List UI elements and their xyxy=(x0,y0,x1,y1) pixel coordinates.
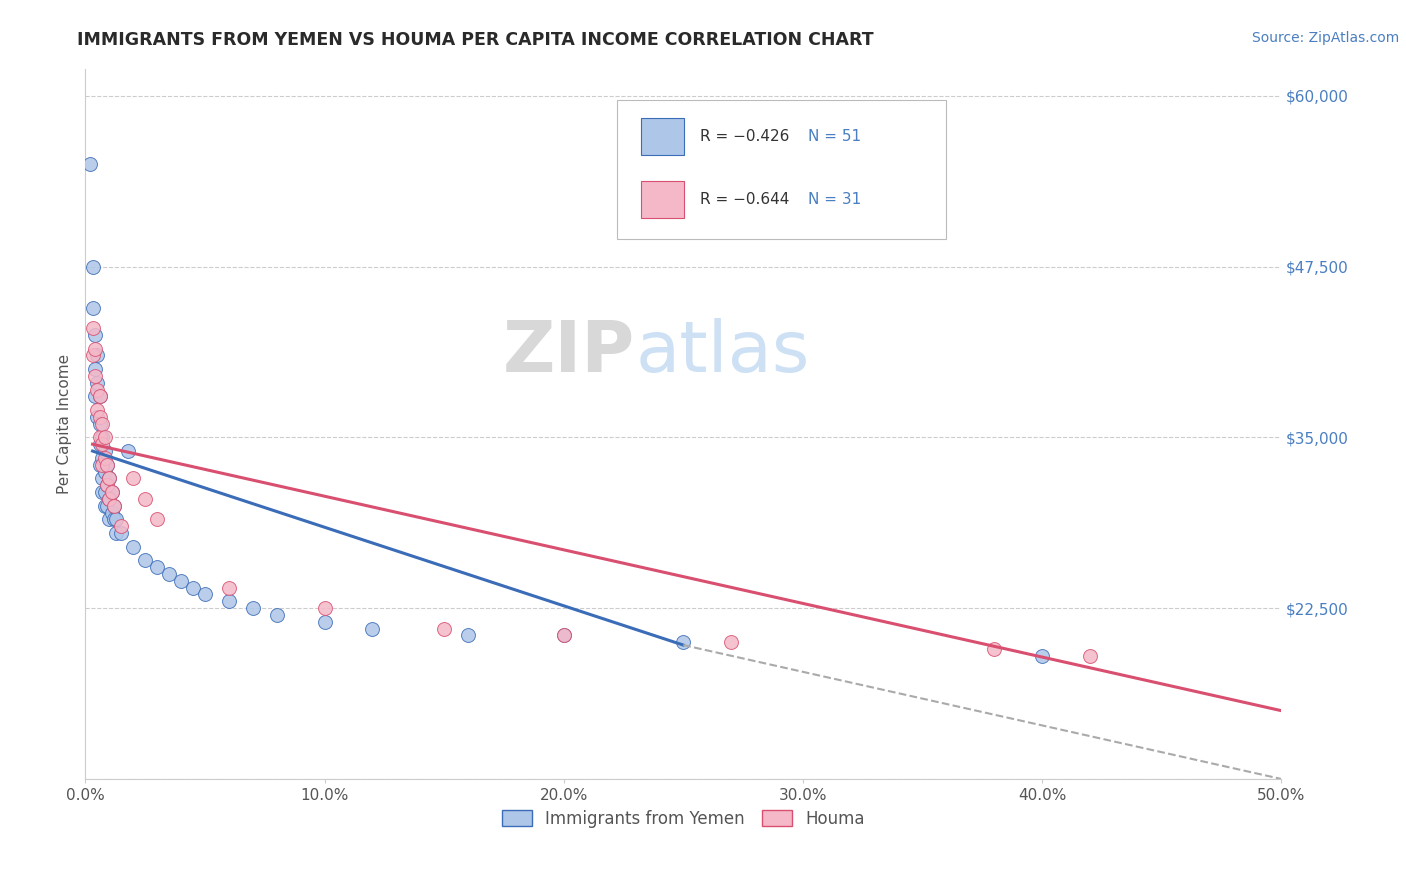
Point xyxy=(89,430,111,444)
Point xyxy=(86,376,108,390)
Point xyxy=(98,491,121,506)
FancyBboxPatch shape xyxy=(641,181,685,218)
Point xyxy=(105,512,128,526)
Point xyxy=(93,450,115,465)
FancyBboxPatch shape xyxy=(617,101,946,239)
Point xyxy=(84,362,107,376)
Point xyxy=(91,417,114,431)
Point xyxy=(98,512,121,526)
Point xyxy=(103,499,125,513)
Point xyxy=(98,471,121,485)
Point xyxy=(93,430,115,444)
Point xyxy=(86,409,108,424)
Point xyxy=(110,526,132,541)
Point xyxy=(86,403,108,417)
Point xyxy=(86,348,108,362)
Point xyxy=(89,417,111,431)
Point xyxy=(96,458,118,472)
Point xyxy=(218,594,240,608)
Text: R = −0.644: R = −0.644 xyxy=(700,192,789,207)
FancyBboxPatch shape xyxy=(641,119,685,155)
Point xyxy=(983,642,1005,657)
Point xyxy=(122,540,145,554)
Point xyxy=(96,499,118,513)
Point xyxy=(1031,648,1053,663)
Point xyxy=(91,450,114,465)
Point xyxy=(98,491,121,506)
Point xyxy=(103,512,125,526)
Point xyxy=(146,512,169,526)
Text: atlas: atlas xyxy=(636,318,810,387)
Point xyxy=(93,499,115,513)
Point xyxy=(96,478,118,492)
Point xyxy=(91,430,114,444)
Point xyxy=(89,458,111,472)
Point xyxy=(117,444,139,458)
Point xyxy=(314,615,336,629)
Point xyxy=(84,342,107,356)
Point xyxy=(100,485,122,500)
Point xyxy=(89,437,111,451)
Point xyxy=(553,628,575,642)
Point xyxy=(82,260,104,274)
Point xyxy=(93,465,115,479)
Point xyxy=(91,471,114,485)
Text: R = −0.426: R = −0.426 xyxy=(700,129,789,145)
Point xyxy=(89,389,111,403)
Point xyxy=(266,607,288,622)
Point xyxy=(218,581,240,595)
Legend: Immigrants from Yemen, Houma: Immigrants from Yemen, Houma xyxy=(495,803,872,835)
Point xyxy=(720,635,742,649)
Point xyxy=(122,471,145,485)
Text: ZIP: ZIP xyxy=(503,318,636,387)
Point xyxy=(86,383,108,397)
Point xyxy=(96,458,118,472)
Point xyxy=(91,458,114,472)
Point xyxy=(134,553,156,567)
Point xyxy=(93,444,115,458)
Point xyxy=(553,628,575,642)
Point xyxy=(93,485,115,500)
Point xyxy=(91,437,114,451)
Point xyxy=(82,348,104,362)
Point xyxy=(457,628,479,642)
Point xyxy=(91,485,114,500)
Point xyxy=(194,587,217,601)
Point xyxy=(314,601,336,615)
Point xyxy=(134,491,156,506)
Point xyxy=(672,635,695,649)
Point xyxy=(146,560,169,574)
Point xyxy=(100,506,122,520)
Point xyxy=(98,471,121,485)
Point xyxy=(84,368,107,383)
Text: IMMIGRANTS FROM YEMEN VS HOUMA PER CAPITA INCOME CORRELATION CHART: IMMIGRANTS FROM YEMEN VS HOUMA PER CAPIT… xyxy=(77,31,875,49)
Point xyxy=(89,409,111,424)
Point xyxy=(110,519,132,533)
Point xyxy=(433,622,456,636)
Point xyxy=(82,321,104,335)
Point xyxy=(84,389,107,403)
Point xyxy=(103,499,125,513)
Text: N = 31: N = 31 xyxy=(807,192,860,207)
Point xyxy=(105,526,128,541)
Point xyxy=(1078,648,1101,663)
Point xyxy=(89,389,111,403)
Y-axis label: Per Capita Income: Per Capita Income xyxy=(58,353,72,494)
Point xyxy=(96,478,118,492)
Point xyxy=(157,566,180,581)
Point xyxy=(84,327,107,342)
Point xyxy=(170,574,193,588)
Text: N = 51: N = 51 xyxy=(807,129,860,145)
Point xyxy=(242,601,264,615)
Point xyxy=(100,485,122,500)
Point xyxy=(79,157,101,171)
Text: Source: ZipAtlas.com: Source: ZipAtlas.com xyxy=(1251,31,1399,45)
Point xyxy=(82,301,104,315)
Point xyxy=(361,622,384,636)
Point xyxy=(181,581,204,595)
